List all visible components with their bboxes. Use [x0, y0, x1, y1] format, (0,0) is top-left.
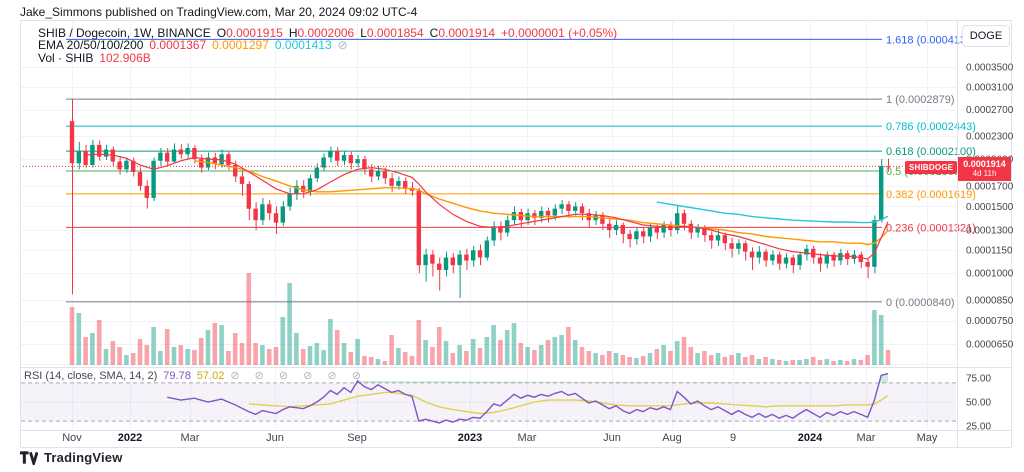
svg-text:May: May [917, 432, 938, 444]
footer-logo[interactable]: TradingView [20, 450, 123, 465]
tradingview-wordmark: TradingView [44, 450, 123, 465]
symbol-price-line-badge: SHIBDOGE [905, 161, 958, 174]
current-price: 0.0001914 [963, 159, 1006, 169]
volume-legend-row: Vol · SHIB 102.906B [38, 51, 151, 65]
svg-text:Jun: Jun [266, 432, 284, 444]
low-value: 0.0001854 [366, 26, 424, 40]
ema-label[interactable]: EMA 20/50/100/200 [38, 38, 144, 52]
svg-text:Mar: Mar [518, 432, 537, 444]
ema-legend-row: EMA 20/50/100/200 0.0001367 0.0001297 0.… [38, 38, 348, 52]
price-axis[interactable]: 0.0003500 0.0003100 0.0002700 0.0002300 0.00… [966, 63, 1014, 433]
close-label: C [429, 26, 439, 40]
published-header: Jake_Simmons published on TradingView.co… [20, 5, 418, 19]
svg-text:50.00: 50.00 [966, 398, 991, 409]
svg-text:0.0000750: 0.0000750 [966, 316, 1014, 327]
ema50-value: 0.0001297 [212, 38, 269, 52]
symbol-legend-row: SHIB / Dogecoin, 1W, BINANCE O0.0001915 … [38, 24, 617, 42]
gridlines [21, 21, 956, 429]
current-price-badge: 0.0001914 4d 11h [958, 157, 1011, 181]
svg-text:0 (0.0000840): 0 (0.0000840) [886, 297, 955, 309]
ema200-disabled-icon[interactable]: ⊘ [337, 38, 348, 52]
svg-text:0.0000850: 0.0000850 [966, 295, 1014, 306]
tradingview-icon [20, 450, 38, 465]
svg-text:Mar: Mar [181, 432, 200, 444]
open-label: O [216, 26, 227, 40]
volume-value: 102.906B [99, 51, 151, 65]
svg-text:1 (0.0002879): 1 (0.0002879) [886, 94, 955, 106]
svg-text:Jun: Jun [603, 432, 621, 444]
rsi-ma-value: 57.02 [196, 370, 225, 382]
svg-text:0.0003500: 0.0003500 [966, 63, 1014, 74]
svg-text:0.0001300: 0.0001300 [966, 226, 1014, 237]
svg-text:0.0000650: 0.0000650 [966, 340, 1014, 351]
svg-text:0.382 (0.0001619): 0.382 (0.0001619) [886, 189, 976, 201]
time-axis[interactable]: Nov 2022 Mar Jun Sep 2023 Mar Jun Aug 9 2024 Mar May [62, 432, 938, 444]
svg-text:2024: 2024 [798, 432, 823, 444]
svg-text:0.0002300: 0.0002300 [966, 132, 1014, 143]
high-value: 0.0002006 [297, 26, 355, 40]
low-label: L [360, 26, 367, 40]
svg-text:1.618 (0.0004139): 1.618 (0.0004139) [886, 34, 976, 46]
svg-text:0.0001150: 0.0001150 [966, 246, 1013, 257]
currency-toggle-button[interactable]: DOGE [962, 25, 1010, 47]
svg-text:0.786 (0.0002443): 0.786 (0.0002443) [886, 121, 976, 133]
svg-text:Aug: Aug [662, 432, 682, 444]
rsi-pane[interactable] [21, 372, 956, 424]
volume-bars [69, 273, 891, 365]
change-value: +0.0000001 (+0.05%) [501, 26, 618, 40]
fib-retracement[interactable]: 1.618 (0.0004139) 1 (0.0002879) 0.786 (0.0… [66, 34, 976, 309]
rsi-disabled-icons[interactable]: ⊘ ⊘ ⊘ ⊘ ⊘ ⊘ [230, 370, 367, 382]
pane-frame [20, 20, 1012, 448]
svg-text:0.618 (0.0002100): 0.618 (0.0002100) [886, 146, 976, 158]
rsi-legend-row: RSI (14, close, SMA, 14, 2) 79.78 57.02 … [24, 369, 367, 382]
ema20-value: 0.0001367 [149, 38, 207, 52]
svg-text:Mar: Mar [857, 432, 876, 444]
svg-text:0.0002700: 0.0002700 [966, 105, 1014, 116]
open-value: 0.0001915 [226, 26, 283, 40]
candles [69, 99, 891, 299]
svg-text:0.0001700: 0.0001700 [966, 181, 1014, 192]
ema-lines [85, 153, 889, 260]
svg-text:0.236 (0.0001321): 0.236 (0.0001321) [886, 222, 976, 234]
svg-text:Sep: Sep [347, 432, 367, 444]
high-label: H [288, 26, 298, 40]
symbol-title[interactable]: SHIB / Dogecoin, 1W, BINANCE [38, 26, 211, 40]
close-value: 0.0001914 [438, 26, 496, 40]
svg-text:2023: 2023 [458, 432, 482, 444]
svg-text:0.0003100: 0.0003100 [966, 82, 1014, 93]
svg-text:Nov: Nov [62, 432, 82, 444]
svg-text:2022: 2022 [118, 432, 142, 444]
bar-countdown: 4d 11h [972, 169, 997, 179]
svg-text:0.0001000: 0.0001000 [966, 269, 1014, 280]
ema100-value: 0.0001413 [274, 38, 332, 52]
volume-label[interactable]: Vol · SHIB [38, 51, 94, 65]
rsi-value: 79.78 [163, 370, 191, 382]
svg-text:75.00: 75.00 [966, 374, 991, 385]
svg-text:0.0001500: 0.0001500 [966, 202, 1014, 213]
rsi-label[interactable]: RSI (14, close, SMA, 14, 2) [24, 370, 158, 382]
svg-text:25.00: 25.00 [966, 421, 991, 432]
svg-text:9: 9 [730, 432, 736, 444]
